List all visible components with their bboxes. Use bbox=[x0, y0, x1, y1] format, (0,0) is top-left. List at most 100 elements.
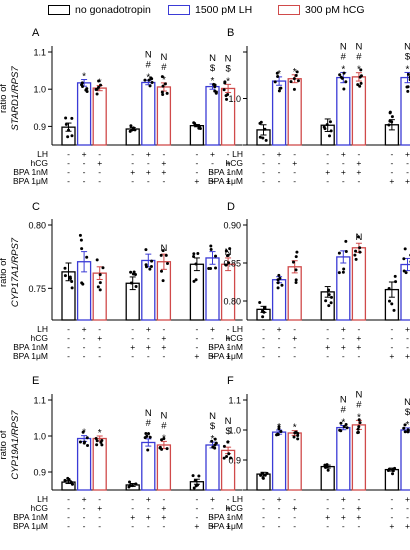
data-point bbox=[163, 82, 167, 86]
data-point bbox=[292, 87, 296, 91]
data-point bbox=[358, 250, 362, 254]
treatment-mark: - bbox=[162, 176, 165, 186]
panel-f: F0.91.01.1***#N*#N*$N*$NLH-+--+--+-hCG--… bbox=[208, 375, 410, 531]
data-point bbox=[358, 421, 362, 425]
treatment-mark: - bbox=[227, 167, 230, 177]
treatment-mark: + bbox=[356, 158, 361, 168]
bar bbox=[92, 272, 107, 321]
data-point bbox=[292, 77, 296, 81]
data-point bbox=[327, 288, 331, 292]
data-point bbox=[192, 279, 196, 283]
treatment-mark: - bbox=[227, 512, 230, 522]
data-point bbox=[209, 244, 213, 248]
data-point bbox=[159, 269, 163, 273]
data-point bbox=[295, 250, 299, 254]
significance-mark: N bbox=[160, 243, 167, 254]
data-point bbox=[406, 89, 410, 93]
treatment-mark: - bbox=[162, 324, 165, 334]
data-point bbox=[344, 239, 348, 243]
data-point bbox=[294, 278, 298, 282]
treatment-mark: + bbox=[389, 521, 394, 531]
data-point bbox=[94, 88, 98, 92]
treatment-mark: - bbox=[147, 351, 150, 361]
treatment-row-label: hCG bbox=[31, 333, 48, 343]
treatment-mark: - bbox=[131, 521, 134, 531]
treatment-mark: - bbox=[262, 503, 265, 513]
data-point bbox=[160, 75, 164, 79]
treatment-mark: + bbox=[82, 494, 87, 504]
treatment-mark: - bbox=[147, 158, 150, 168]
data-point bbox=[148, 267, 152, 271]
data-point bbox=[345, 426, 349, 430]
treatment-mark: - bbox=[227, 342, 230, 352]
treatment-mark: - bbox=[278, 521, 281, 531]
data-point bbox=[260, 309, 264, 313]
treatment-mark: - bbox=[147, 333, 150, 343]
data-point bbox=[192, 121, 196, 125]
treatment-mark: - bbox=[406, 167, 409, 177]
data-point bbox=[161, 249, 165, 253]
data-point bbox=[277, 89, 281, 93]
treatment-mark: + bbox=[194, 176, 199, 186]
y-tick-label: 1.1 bbox=[33, 396, 46, 406]
treatment-mark: + bbox=[356, 342, 361, 352]
data-point bbox=[390, 115, 394, 119]
treatment-mark: - bbox=[227, 324, 230, 334]
treatment-mark: - bbox=[67, 512, 70, 522]
data-point bbox=[263, 473, 267, 477]
treatment-mark: + bbox=[146, 494, 151, 504]
treatment-mark: - bbox=[195, 158, 198, 168]
treatment-mark: + bbox=[161, 503, 166, 513]
treatment-mark: - bbox=[326, 176, 329, 186]
treatment-mark: - bbox=[326, 149, 329, 159]
treatment-mark: - bbox=[131, 494, 134, 504]
treatment-mark: - bbox=[195, 324, 198, 334]
significance-mark: * bbox=[226, 439, 230, 450]
data-point bbox=[81, 85, 85, 89]
significance-mark: N bbox=[355, 232, 362, 243]
treatment-mark: - bbox=[98, 149, 101, 159]
data-point bbox=[162, 437, 166, 441]
data-point bbox=[387, 123, 391, 127]
data-point bbox=[388, 299, 392, 303]
treatment-mark: - bbox=[278, 333, 281, 343]
data-point bbox=[99, 83, 103, 87]
treatment-row-label: LH bbox=[232, 494, 243, 504]
treatment-mark: - bbox=[195, 342, 198, 352]
treatment-mark: + bbox=[161, 158, 166, 168]
treatment-mark: + bbox=[146, 149, 151, 159]
treatment-mark: + bbox=[226, 503, 231, 513]
treatment-mark: + bbox=[130, 342, 135, 352]
data-point bbox=[356, 235, 360, 239]
data-point bbox=[329, 301, 333, 305]
significance-mark: $ bbox=[405, 51, 410, 62]
bar bbox=[336, 256, 351, 321]
panel-letter: F bbox=[227, 375, 234, 387]
panel-d: D0.800.850.90NNLH-+--+--+-hCG--+--+--+BP… bbox=[208, 201, 410, 361]
data-point bbox=[403, 423, 407, 427]
data-point bbox=[359, 81, 363, 85]
treatment-mark: - bbox=[390, 494, 393, 504]
data-point bbox=[294, 280, 298, 284]
significance-mark: * bbox=[146, 431, 150, 442]
data-point bbox=[194, 278, 198, 282]
treatment-mark: - bbox=[147, 521, 150, 531]
data-point bbox=[80, 247, 84, 251]
y-tick-label: 0.75 bbox=[28, 284, 46, 294]
data-point bbox=[258, 301, 262, 305]
data-point bbox=[97, 79, 101, 83]
significance-mark: * bbox=[162, 433, 166, 444]
treatment-row-label: LH bbox=[232, 149, 243, 159]
y-tick-label: 0.80 bbox=[223, 297, 241, 307]
treatment-mark: - bbox=[67, 494, 70, 504]
treatment-mark: - bbox=[162, 149, 165, 159]
treatment-mark: - bbox=[227, 494, 230, 504]
data-point bbox=[323, 465, 327, 469]
treatment-row-label: LH bbox=[37, 149, 48, 159]
data-point bbox=[403, 247, 407, 251]
treatment-mark: - bbox=[390, 512, 393, 522]
treatment-mark: - bbox=[390, 167, 393, 177]
data-point bbox=[225, 254, 229, 258]
data-point bbox=[66, 476, 70, 480]
data-point bbox=[342, 87, 346, 91]
